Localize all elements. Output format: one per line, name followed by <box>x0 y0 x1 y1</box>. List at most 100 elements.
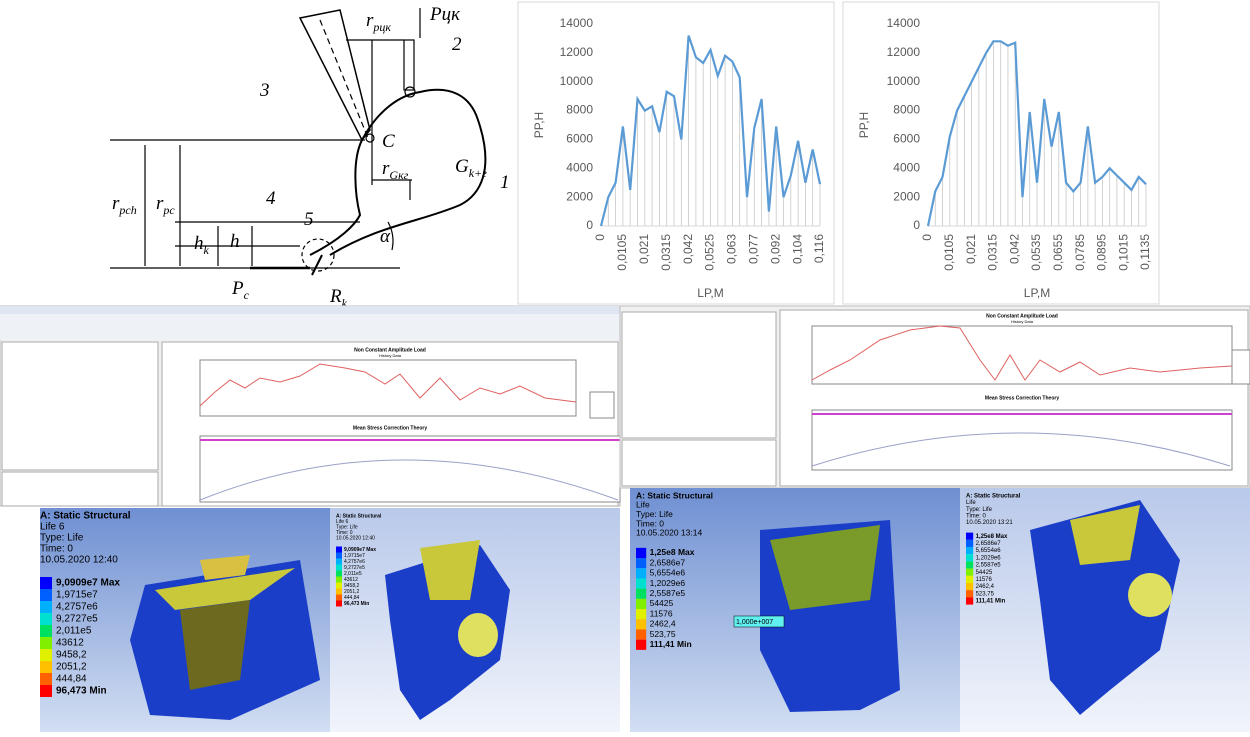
legend-swatch <box>636 558 646 568</box>
result-info: Type: Life <box>40 533 84 544</box>
diagram-label: C <box>382 131 395 152</box>
legend-label: 54425 <box>650 598 674 608</box>
legend-label: 2,011e5 <box>56 626 92 637</box>
legend-swatch <box>966 569 973 576</box>
legend-swatch <box>336 559 342 565</box>
legend-label: 54425 <box>976 570 993 576</box>
result-info: 10.05.2020 12:40 <box>40 555 118 566</box>
label-main: 3 <box>259 80 270 101</box>
legend-swatch <box>40 625 52 637</box>
software-screen <box>0 306 620 506</box>
legend-label: 1,2029e6 <box>650 578 686 588</box>
label-main: α <box>380 226 391 247</box>
legend-swatch <box>966 540 973 547</box>
legend-swatch <box>966 583 973 590</box>
legend-swatch <box>966 547 973 554</box>
diagram-label: 5 <box>304 209 314 230</box>
legend-label: 2,5587e5 <box>976 563 1002 569</box>
legend-label: 2051,2 <box>56 662 87 673</box>
legend-swatch <box>40 613 52 625</box>
legend-swatch <box>40 661 52 673</box>
label-main: R <box>329 286 342 307</box>
legend-label: 5,6554e6 <box>650 568 686 578</box>
y-tick-label: 14000 <box>560 16 594 30</box>
legend-label: 2,5587e5 <box>650 588 686 598</box>
legend-swatch <box>336 571 342 577</box>
legend-label: 9,0909e7 Max <box>56 578 120 589</box>
x-tick-label: 0,104 <box>790 234 804 264</box>
legend-swatch <box>636 629 646 639</box>
label-main: 1 <box>500 172 510 193</box>
y-axis-title: PP,H <box>532 112 546 138</box>
legend-label: 11576 <box>976 577 993 583</box>
x-tick-label: 0,0315 <box>986 234 1000 271</box>
y-tick-label: 2000 <box>566 189 593 203</box>
diagram-label: rGкг <box>382 158 409 181</box>
y-tick-label: 12000 <box>560 45 594 59</box>
legend-swatch <box>636 548 646 558</box>
legend-label: 523,75 <box>650 629 676 639</box>
legend-label: 96,473 Min <box>344 601 369 607</box>
legend-label: 523,75 <box>976 591 995 597</box>
legend-swatch <box>336 577 342 583</box>
x-tick-label: 0,077 <box>746 234 760 264</box>
x-axis-title: LP,M <box>697 286 723 300</box>
probe-label: 1,000e+007 <box>736 619 773 626</box>
y-tick-label: 2000 <box>893 189 920 203</box>
legend-swatch <box>636 578 646 588</box>
y-tick-label: 8000 <box>566 103 593 117</box>
legend-swatch <box>40 685 52 697</box>
x-tick-label: 0,092 <box>768 234 782 264</box>
y-tick-label: 0 <box>586 218 593 232</box>
label-main: h <box>194 233 204 254</box>
legend-swatch <box>336 565 342 571</box>
legend-label: 1,25e8 Max <box>976 534 1008 540</box>
legend-swatch <box>966 554 973 561</box>
legend-swatch <box>966 597 973 604</box>
software-screen <box>620 306 1250 488</box>
y-tick-label: 10000 <box>887 74 921 88</box>
legend-label: 9458,2 <box>56 650 87 661</box>
y-tick-label: 6000 <box>566 132 593 146</box>
legend-swatch <box>636 589 646 599</box>
diagram-label: 4 <box>266 188 276 209</box>
legend-swatch <box>966 561 973 568</box>
legend-label: 4,2757e6 <box>56 602 98 613</box>
x-tick-label: 0,0315 <box>659 234 673 271</box>
result-info: Type: Life <box>966 507 993 513</box>
y-tick-label: 10000 <box>560 74 594 88</box>
diagram-label: 1 <box>500 172 510 193</box>
x-tick-label: 0,063 <box>725 234 739 264</box>
diagram-label: rpc <box>156 193 175 216</box>
x-tick-label: 0,1015 <box>1116 234 1130 271</box>
result-info: Time: 0 <box>40 544 73 555</box>
diagram-label: rpch <box>112 193 137 216</box>
label-sub: pc <box>162 203 175 217</box>
x-tick-label: 0,021 <box>964 234 978 264</box>
legend-label: 2462,4 <box>650 619 676 629</box>
legend-swatch <box>336 601 342 607</box>
legend-label: 111,41 Min <box>976 599 1006 605</box>
diagram-label: Pc <box>231 278 250 301</box>
legend-label: 1,25e8 Max <box>650 547 695 557</box>
result-info: 10.05.2020 13:21 <box>966 520 1013 526</box>
legend-swatch <box>636 640 646 650</box>
diagram-label: rрцк <box>366 10 391 33</box>
legend-swatch <box>40 637 52 649</box>
result-info: Life 6 <box>40 522 65 533</box>
x-tick-label: 0 <box>593 234 607 241</box>
result-info: 10.05.2020 13:14 <box>636 528 702 538</box>
legend-label: 2462,4 <box>976 584 995 590</box>
label-main: G <box>455 156 469 177</box>
plot-subtitle: History Data <box>379 353 402 358</box>
x-axis-title: LP,M <box>1024 286 1050 300</box>
legend-label: 5,6554e6 <box>976 548 1002 554</box>
label-sub: k <box>204 243 210 257</box>
y-tick-label: 4000 <box>893 160 920 174</box>
legend-label: 111,41 Min <box>650 639 692 649</box>
diagram-label: h <box>230 231 240 252</box>
legend-label: 1,2029e6 <box>976 555 1002 561</box>
legend-swatch <box>336 553 342 559</box>
legend-label: 2,6586e7 <box>650 557 686 567</box>
y-tick-label: 0 <box>913 218 920 232</box>
